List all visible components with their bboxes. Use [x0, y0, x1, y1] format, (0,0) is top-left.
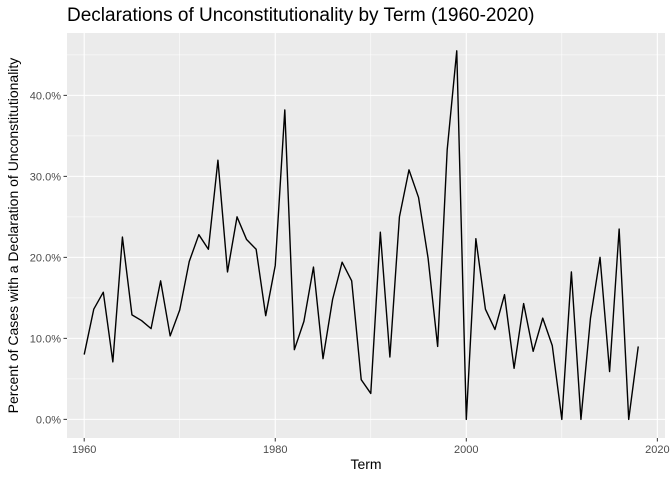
x-tick-label: 2000 — [454, 444, 478, 456]
x-tick-label: 1960 — [72, 444, 96, 456]
x-tick-label: 1980 — [263, 444, 287, 456]
major-gridlines — [67, 33, 665, 438]
x-axis: 1960 1980 2000 2020 — [72, 438, 670, 456]
y-tick-label: 20.0% — [30, 252, 61, 264]
y-axis: 0.0% 10.0% 20.0% 30.0% 40.0% — [30, 90, 67, 426]
plot-panel — [67, 33, 665, 438]
y-axis-title: Percent of Cases with a Declaration of U… — [5, 58, 21, 414]
y-tick-label: 30.0% — [30, 171, 61, 183]
minor-gridlines — [67, 33, 665, 438]
y-tick-label: 40.0% — [30, 90, 61, 102]
x-tick-label: 2020 — [645, 444, 669, 456]
x-axis-title: Term — [350, 456, 381, 472]
y-tick-label: 0.0% — [36, 414, 61, 426]
series-line — [83, 50, 639, 421]
y-tick-label: 10.0% — [30, 333, 61, 345]
chart-title: Declarations of Unconstitutionality by T… — [67, 5, 535, 26]
series-layer — [83, 50, 639, 421]
